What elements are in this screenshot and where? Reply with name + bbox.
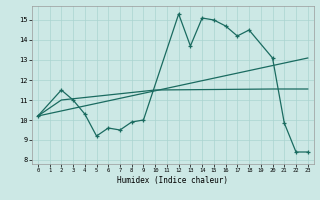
X-axis label: Humidex (Indice chaleur): Humidex (Indice chaleur) — [117, 176, 228, 185]
